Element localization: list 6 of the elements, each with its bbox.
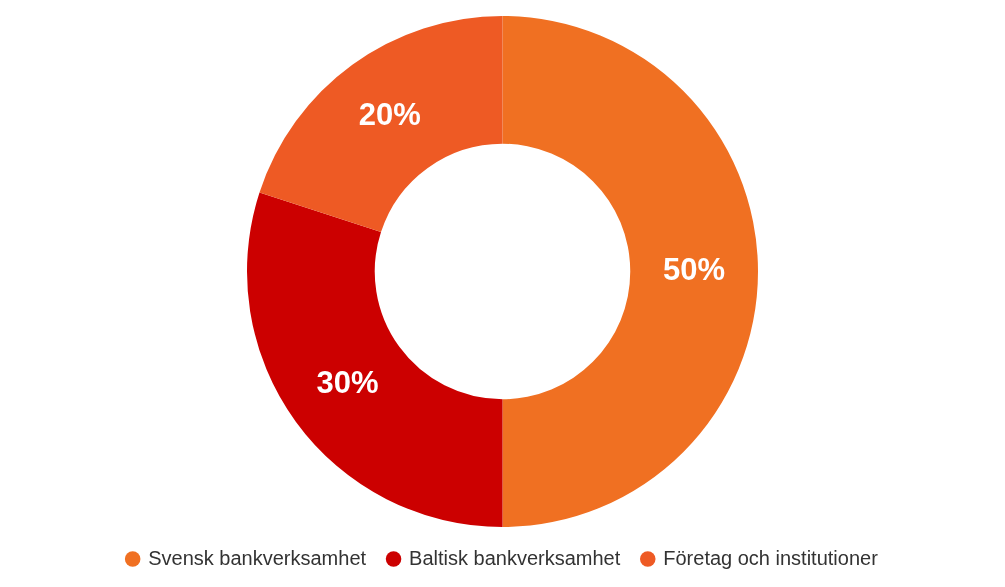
legend-label: Baltisk bankverksamhet xyxy=(409,546,621,569)
data-label: 30% xyxy=(316,364,379,400)
data-label: 50% xyxy=(663,252,726,288)
data-label: 20% xyxy=(358,97,421,133)
legend-label: Företag och institutioner xyxy=(663,546,879,569)
legend-label: Svensk bankverksamhet xyxy=(148,546,367,569)
